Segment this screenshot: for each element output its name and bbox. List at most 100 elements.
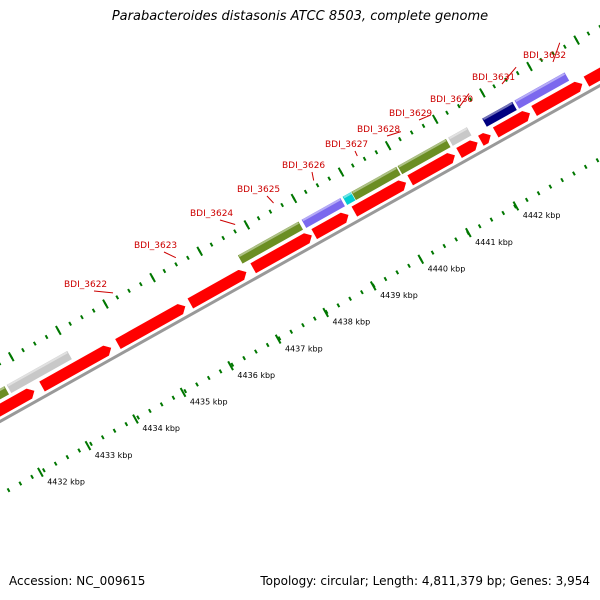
outer-tick-mark bbox=[327, 176, 332, 181]
cog-category-block bbox=[447, 126, 473, 147]
cds-arrow bbox=[492, 110, 531, 139]
outer-major-tick bbox=[149, 272, 156, 283]
outer-major-tick bbox=[479, 88, 486, 98]
cds-arrow bbox=[249, 232, 313, 275]
scale-tick-mark bbox=[242, 355, 246, 361]
scale-major-tick bbox=[179, 387, 187, 398]
gene-leader-line bbox=[354, 150, 358, 157]
scale-tick-mark bbox=[206, 375, 211, 381]
cog-highlight bbox=[448, 127, 468, 140]
outer-tick-mark bbox=[280, 202, 285, 208]
scale-tick-mark bbox=[230, 362, 235, 367]
outer-tick-mark bbox=[127, 288, 131, 294]
gene-label-bdi-3630: BDI_3630 bbox=[430, 95, 473, 105]
outer-tick-mark bbox=[233, 229, 237, 234]
scale-tick-mark bbox=[301, 322, 305, 328]
scale-tick-mark bbox=[312, 316, 317, 321]
outer-tick-mark bbox=[209, 242, 214, 247]
outer-major-tick bbox=[102, 299, 109, 309]
cog-category-block bbox=[350, 165, 402, 201]
cog-highlight bbox=[238, 221, 299, 257]
outer-tick-mark bbox=[162, 268, 167, 274]
outer-tick-mark bbox=[456, 103, 461, 109]
cog-category-block bbox=[396, 138, 452, 175]
scale-kbp-label: 4441 kbp bbox=[475, 238, 513, 247]
outer-major-tick bbox=[243, 219, 251, 230]
scale-tick-mark bbox=[489, 217, 494, 222]
genome-backbone-line bbox=[0, 83, 600, 424]
gene-leader-line bbox=[163, 251, 177, 259]
gene-leader-line bbox=[386, 131, 402, 137]
scale-tick-mark bbox=[53, 461, 58, 466]
outer-tick-mark bbox=[551, 51, 555, 56]
scale-tick-mark bbox=[42, 468, 46, 473]
gene-label-bdi-3627: BDI_3627 bbox=[325, 140, 368, 150]
outer-tick-mark bbox=[492, 84, 497, 89]
outer-tick-mark bbox=[421, 123, 426, 129]
gene-label-bdi-3628: BDI_3628 bbox=[357, 125, 400, 135]
scale-tick-mark bbox=[548, 184, 553, 189]
outer-tick-mark bbox=[174, 262, 178, 267]
outer-tick-mark bbox=[539, 57, 544, 63]
gene-label-bdi-3625: BDI_3625 bbox=[237, 185, 280, 195]
scale-major-tick bbox=[274, 334, 282, 344]
cog-category-block bbox=[0, 385, 10, 401]
outer-tick-mark bbox=[32, 341, 37, 346]
outer-major-tick bbox=[7, 351, 15, 362]
gene-leader-line bbox=[219, 219, 236, 225]
cog-category-block bbox=[237, 220, 304, 265]
cds-arrow bbox=[114, 303, 187, 350]
gene-label-bdi-3622: BDI_3622 bbox=[64, 280, 107, 290]
outer-tick-mark bbox=[350, 163, 355, 168]
scale-major-tick bbox=[465, 227, 472, 238]
outer-major-tick bbox=[573, 35, 580, 45]
outer-tick-mark bbox=[303, 189, 308, 195]
gene-label-bdi-3632: BDI_3632 bbox=[523, 51, 566, 61]
scale-tick-mark bbox=[148, 408, 152, 414]
outer-tick-mark bbox=[562, 44, 567, 49]
outer-tick-mark bbox=[315, 183, 320, 188]
scale-tick-mark bbox=[536, 191, 541, 196]
scale-tick-mark bbox=[18, 481, 23, 486]
outer-tick-mark bbox=[515, 70, 520, 76]
scale-tick-mark bbox=[407, 263, 411, 269]
accession-text: Accession: NC_009615 bbox=[9, 574, 146, 588]
scale-major-tick bbox=[322, 307, 330, 318]
scale-tick-mark bbox=[136, 415, 140, 420]
cds-arrow bbox=[455, 139, 479, 159]
cog-category-block bbox=[300, 197, 346, 229]
gene-label-bdi-3624: BDI_3624 bbox=[190, 209, 233, 219]
outer-major-tick bbox=[526, 61, 533, 72]
scale-major-tick bbox=[132, 414, 139, 424]
scale-tick-mark bbox=[595, 158, 600, 163]
scale-tick-mark bbox=[159, 402, 164, 407]
scale-tick-mark bbox=[289, 329, 294, 335]
outer-tick-mark bbox=[468, 97, 473, 102]
scale-kbp-label: 4442 kbp bbox=[523, 211, 561, 220]
outer-major-tick bbox=[290, 193, 298, 204]
gene-label-bdi-3626: BDI_3626 bbox=[282, 161, 325, 171]
scale-tick-mark bbox=[112, 428, 117, 433]
scale-kbp-label: 4437 kbp bbox=[285, 344, 323, 353]
outer-tick-mark bbox=[398, 136, 402, 142]
cds-arrow bbox=[0, 387, 36, 418]
cds-arrow bbox=[350, 179, 407, 218]
scale-tick-mark bbox=[195, 382, 199, 387]
scale-kbp-label: 4435 kbp bbox=[190, 398, 228, 407]
scale-tick-mark bbox=[501, 210, 506, 216]
gene-leader-line bbox=[459, 93, 470, 107]
outer-tick-mark bbox=[256, 216, 261, 221]
scale-tick-mark bbox=[430, 250, 435, 255]
outer-major-tick bbox=[337, 167, 345, 177]
cog-highlight bbox=[482, 102, 513, 121]
outer-tick-mark bbox=[221, 235, 226, 241]
gene-label-bdi-3631: BDI_3631 bbox=[472, 73, 515, 83]
cog-highlight bbox=[398, 139, 447, 168]
scale-major-tick bbox=[84, 440, 92, 451]
outer-tick-mark bbox=[362, 156, 367, 162]
outer-tick-mark bbox=[268, 209, 273, 214]
scale-tick-mark bbox=[254, 349, 258, 354]
cds-arrow bbox=[38, 344, 112, 393]
cds-arrow bbox=[406, 152, 456, 187]
